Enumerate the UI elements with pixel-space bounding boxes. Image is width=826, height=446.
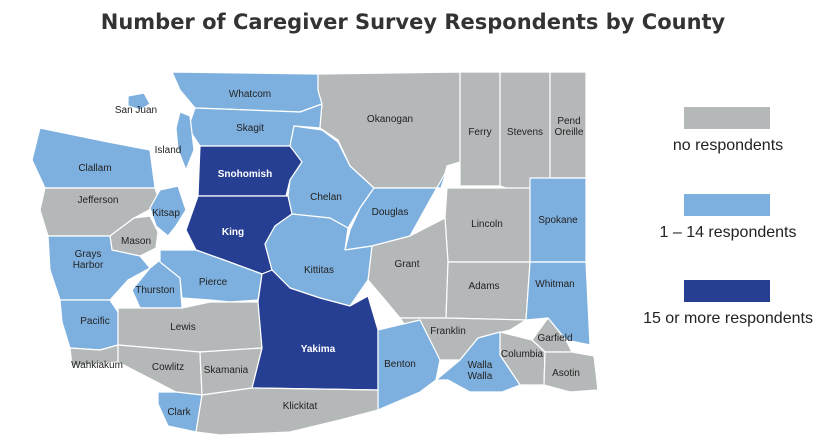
county-ferry [459, 71, 501, 187]
county-label-thurston: Thurston [135, 285, 174, 296]
county-label-whatcom: Whatcom [229, 89, 271, 100]
county-label-ferry: Ferry [468, 127, 491, 138]
county-island [175, 111, 195, 171]
county-asotin [543, 351, 599, 393]
county-label-clallam: Clallam [78, 163, 111, 174]
county-label-klickitat: Klickitat [283, 401, 318, 412]
county-label-grant: Grant [394, 259, 419, 270]
county-walla-walla [435, 331, 521, 393]
county-label-okanogan: Okanogan [367, 114, 413, 125]
county-yakima [251, 269, 379, 391]
legend-item-none: no respondents [630, 107, 826, 155]
legend-label-high: 15 or more respondents [643, 310, 813, 327]
county-label-mason: Mason [121, 236, 151, 247]
county-label-columbia: Columbia [501, 349, 544, 360]
county-label-yakima: Yakima [301, 344, 336, 355]
county-kitsap [149, 185, 187, 237]
county-label-pend-oreille: Pend Oreille [555, 116, 584, 138]
county-label-pacific: Pacific [80, 316, 109, 327]
county-label-garfield: Garfield [537, 333, 572, 344]
legend-label-low: 1 – 14 respondents [659, 224, 797, 241]
county-label-lincoln: Lincoln [471, 219, 503, 230]
county-label-douglas: Douglas [372, 207, 409, 218]
county-label-franklin: Franklin [430, 326, 466, 337]
county-label-cowlitz: Cowlitz [152, 362, 184, 373]
county-label-whitman: Whitman [535, 279, 574, 290]
county-label-benton: Benton [384, 359, 416, 370]
legend-swatch-none [684, 107, 770, 129]
county-grays-harbor [47, 235, 151, 301]
county-label-adams: Adams [468, 281, 499, 292]
map-title: Number of Caregiver Survey Respondents b… [100, 10, 726, 34]
legend-item-low: 1 – 14 respondents [630, 194, 826, 242]
legend-label-none: no respondents [672, 137, 784, 154]
county-clallam [31, 127, 156, 189]
county-label-king: King [222, 227, 244, 238]
county-label-wahkiakum: Wahkiakum [71, 360, 123, 371]
county-label-asotin: Asotin [552, 368, 580, 379]
county-label-walla-walla: Walla Walla [468, 360, 493, 382]
county-label-stevens: Stevens [507, 127, 543, 138]
county-label-spokane: Spokane [538, 215, 578, 226]
county-label-jefferson: Jefferson [78, 195, 119, 206]
legend-swatch-low [684, 194, 770, 216]
county-label-grays-harbor: Grays Harbor [73, 249, 104, 271]
county-label-snohomish: Snohomish [218, 169, 272, 180]
legend-swatch-high [684, 280, 770, 302]
county-label-island: Island [155, 145, 182, 156]
legend-item-high: 15 or more respondents [630, 280, 826, 328]
county-label-san-juan: San Juan [115, 105, 157, 116]
county-label-chelan: Chelan [310, 192, 342, 203]
county-label-pierce: Pierce [199, 277, 228, 288]
county-label-skamania: Skamania [204, 365, 249, 376]
county-label-lewis: Lewis [170, 322, 196, 333]
county-label-kittitas: Kittitas [304, 265, 334, 276]
county-label-kitsap: Kitsap [152, 208, 180, 219]
county-klickitat [195, 387, 379, 436]
county-label-skagit: Skagit [236, 123, 264, 134]
county-label-clark: Clark [167, 407, 191, 418]
county-san-juan [127, 92, 151, 111]
